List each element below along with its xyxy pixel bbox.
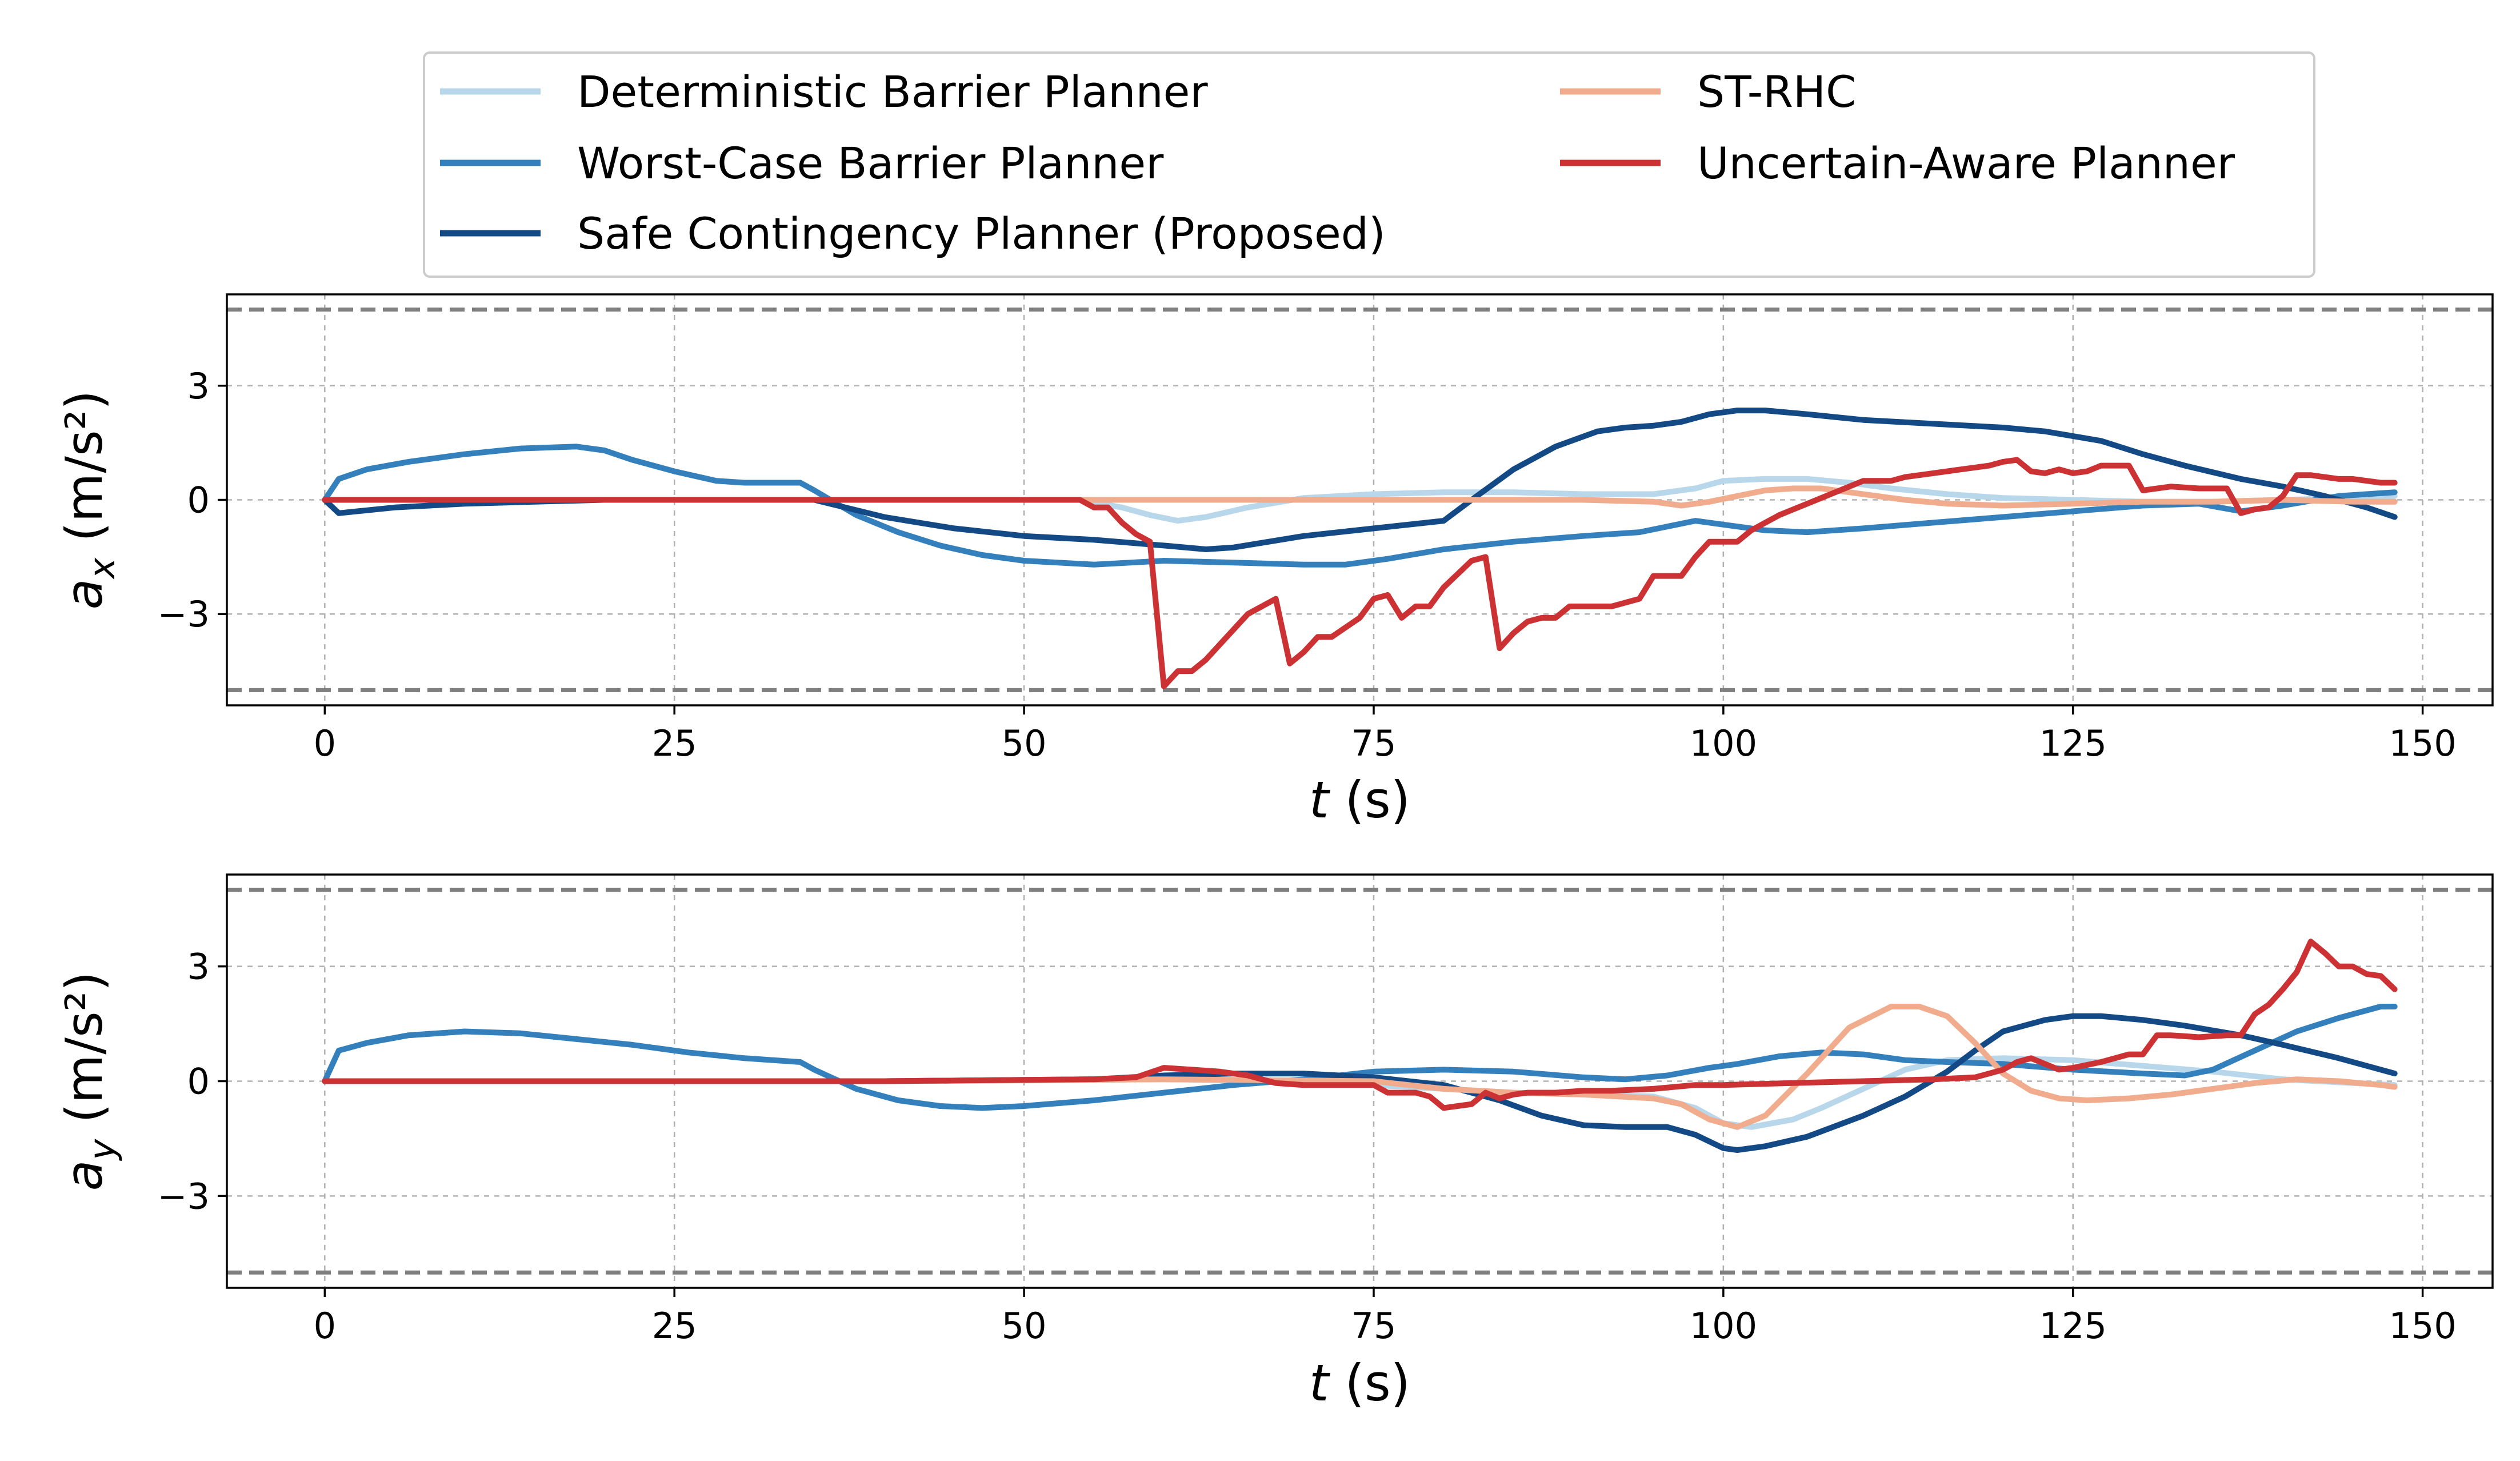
ay-xtick-label-75: 75 — [1351, 1305, 1397, 1347]
ay-ytick-label-0: 0 — [187, 1061, 210, 1103]
ay-series-worst_case — [322, 1004, 2398, 1111]
ax-ylabel-unit: (m/s²) — [55, 390, 114, 558]
ay-ytick-label--3: −3 — [158, 1175, 210, 1217]
ax-series-worst_case — [322, 444, 2398, 568]
ay-ticks: 0 25 50 75 100 125 150 −3 0 3 — [158, 946, 2457, 1347]
ay-xtick-label-125: 125 — [2039, 1305, 2107, 1347]
ay-ylabel-unit: (m/s²) — [55, 972, 114, 1139]
ax-xlabel: t (s) — [1309, 771, 1410, 829]
ax-ylabel: ax (m/s²) — [55, 390, 123, 610]
legend-label-st_rhc: ST-RHC — [1697, 66, 1856, 117]
ay-series-safe_contingency — [322, 1013, 2398, 1153]
ay-xlabel-unit: (s) — [1329, 1354, 1410, 1412]
ax-xtick-label-50: 50 — [1002, 722, 1047, 764]
legend-label-safe_contingency: Safe Contingency Planner (Proposed) — [577, 208, 1386, 259]
ax-ytick-label-0: 0 — [187, 480, 210, 521]
subplot-ay: 0 25 50 75 100 125 150 −3 0 3 ay (m/s²) t (s) — [55, 873, 2494, 1412]
ax-series — [322, 408, 2398, 689]
ax-ytick-label-3: 3 — [187, 365, 210, 407]
subplot-ax: 0 25 50 75 100 125 150 −3 0 3 ax (m/s²) t (s) — [55, 293, 2494, 829]
ax-xtick-label-125: 125 — [2039, 722, 2107, 764]
ay-xtick-label-150: 150 — [2389, 1305, 2456, 1347]
legend-frame — [423, 51, 2315, 278]
ay-xtick-label-0: 0 — [314, 1305, 336, 1347]
ay-ylabel-subscript: y — [81, 1138, 123, 1161]
ax-xtick-label-75: 75 — [1351, 722, 1397, 764]
ay-series-uncertain — [322, 939, 2398, 1111]
ay-series-st_rhc — [322, 1004, 2398, 1130]
ax-xtick-label-25: 25 — [652, 722, 697, 764]
ay-xtick-label-25: 25 — [652, 1305, 697, 1347]
ay-ylabel: ay (m/s²) — [55, 972, 123, 1191]
ax-xtick-label-100: 100 — [1690, 722, 1757, 764]
ax-ylabel-var: a — [55, 578, 114, 609]
ay-ytick-label-3: 3 — [187, 946, 210, 988]
legend-label-uncertain: Uncertain-Aware Planner — [1697, 138, 2235, 189]
ay-xtick-label-100: 100 — [1690, 1305, 1757, 1347]
ax-series-uncertain — [322, 457, 2398, 689]
legend-items: Deterministic Barrier Planner Worst-Case … — [440, 66, 2235, 259]
ax-xlabel-var: t — [1309, 771, 1331, 829]
ay-xlabel-var: t — [1309, 1354, 1331, 1412]
ay-xtick-label-50: 50 — [1002, 1305, 1047, 1347]
ax-xtick-label-150: 150 — [2389, 722, 2456, 764]
ax-series-st_rhc — [322, 485, 2398, 509]
legend: Deterministic Barrier Planner Worst-Case … — [423, 51, 2315, 278]
legend-label-deterministic: Deterministic Barrier Planner — [577, 66, 1208, 117]
ax-ytick-label--3: −3 — [158, 593, 210, 635]
legend-label-worst_case: Worst-Case Barrier Planner — [577, 138, 1164, 189]
ax-xtick-label-0: 0 — [314, 722, 336, 764]
ay-series — [322, 939, 2398, 1153]
ax-xlabel-unit: (s) — [1329, 771, 1410, 829]
ax-ticks: 0 25 50 75 100 125 150 −3 0 3 — [158, 365, 2457, 764]
ay-ylabel-var: a — [55, 1160, 114, 1191]
ay-xlabel: t (s) — [1309, 1354, 1410, 1412]
ax-ylabel-subscript: x — [81, 557, 123, 580]
